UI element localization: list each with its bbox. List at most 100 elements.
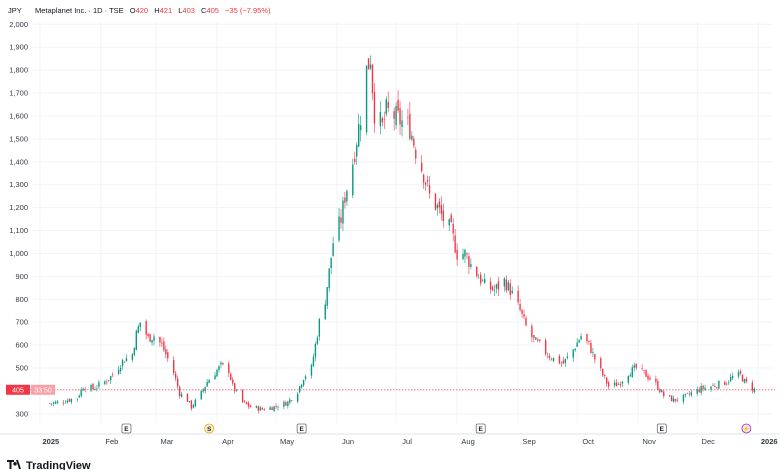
candle-body [291,400,293,401]
tradingview-wordmark: TradingView [26,460,91,470]
candle-body [342,200,344,224]
candle-body [300,384,303,388]
candle-body [241,389,244,403]
candle-body [178,386,181,397]
candle-body [145,321,147,335]
y-tick-label: 900 [15,272,28,281]
candle-body [613,382,616,386]
candle-body [668,395,671,396]
candle-body [607,382,610,387]
candle-body [698,389,700,392]
candle-body [283,401,285,407]
candle-body [684,393,687,396]
candle-body [131,354,134,361]
candle-body [743,379,746,383]
candle-body [326,286,328,306]
candle-body [605,377,608,384]
candle-body [704,387,706,391]
candle-body [98,382,100,387]
candle-body [643,370,645,371]
candle-body [76,398,78,400]
candle-body [702,385,704,389]
candle-body [173,360,175,374]
price-badge-countdown: 33:50 [34,387,52,394]
candle-body [371,64,374,93]
candle-body [588,340,590,342]
x-tick-label: Dec [702,437,716,446]
candle-body [121,359,124,367]
candle-body [330,257,332,269]
event-marker-label: S [207,426,212,433]
candle-body [422,174,425,183]
candle-body [200,390,202,400]
candle-body [629,375,631,377]
y-axis: 3004005006007008009001,0001,1001,2001,30… [9,20,28,419]
candle-body [206,382,208,387]
candle-body [289,399,291,403]
candle-body [123,361,126,363]
candle-body [64,402,67,404]
y-tick-label: 600 [15,341,28,350]
candle-body [139,322,141,328]
x-tick-label: Nov [642,437,656,446]
candle-body [352,164,354,196]
dividend-marker[interactable] [204,423,215,434]
event-marker-label: E [299,426,304,433]
candle-body [151,339,153,343]
x-tick-label: Jul [402,437,412,446]
candle-body [592,352,594,354]
candle-body [137,326,139,333]
candle-body [135,330,138,351]
candle-body [544,340,547,354]
earnings-marker[interactable] [475,423,486,434]
split-marker[interactable] [741,423,752,434]
x-tick-label: Jun [342,437,354,446]
candle-body [466,253,468,255]
candle-body [537,339,539,341]
candle-body [493,289,496,291]
candle-body [356,145,358,157]
y-tick-label: 800 [15,295,28,304]
candle-body [108,380,110,381]
candle-body [411,135,413,140]
candle-body [716,387,718,388]
candle-body [572,349,574,358]
candle-body [682,395,685,402]
candle-body [688,393,691,395]
candle-body [228,363,230,374]
candle-body [82,388,84,391]
x-tick-label: Oct [582,437,595,446]
candle-body [153,336,155,341]
candle-body [539,339,541,341]
candle-body [450,214,452,223]
earnings-marker[interactable] [121,423,132,434]
candle-body [395,105,397,126]
candle-body [344,197,346,203]
candle-body [533,335,535,339]
candle-body [686,392,689,394]
earnings-marker[interactable] [296,423,307,434]
candle-body [302,380,305,386]
candle-body [509,283,511,295]
candle-body [415,149,417,159]
earnings-marker[interactable] [656,423,667,434]
candle-body [92,384,94,390]
x-axis: 2025 Feb Mar Apr May Jun Jul Aug Sep Oct Nov Dec 202… [0,433,780,446]
y-tick-label: 1,600 [9,111,28,120]
candle-body [78,395,80,398]
candle-body [655,378,657,382]
candle-body [578,340,580,343]
x-tick-label: May [280,437,294,446]
y-tick-label: 500 [15,364,28,373]
open-label: O [130,6,136,15]
candle-body [285,402,287,406]
candle-body [80,389,82,396]
candle-body [413,138,415,147]
candle-body [255,406,258,408]
candle-body [710,386,712,390]
candle-body [617,384,620,385]
candle-body [269,407,271,410]
candle-body [696,388,698,394]
candle-body [535,337,537,340]
